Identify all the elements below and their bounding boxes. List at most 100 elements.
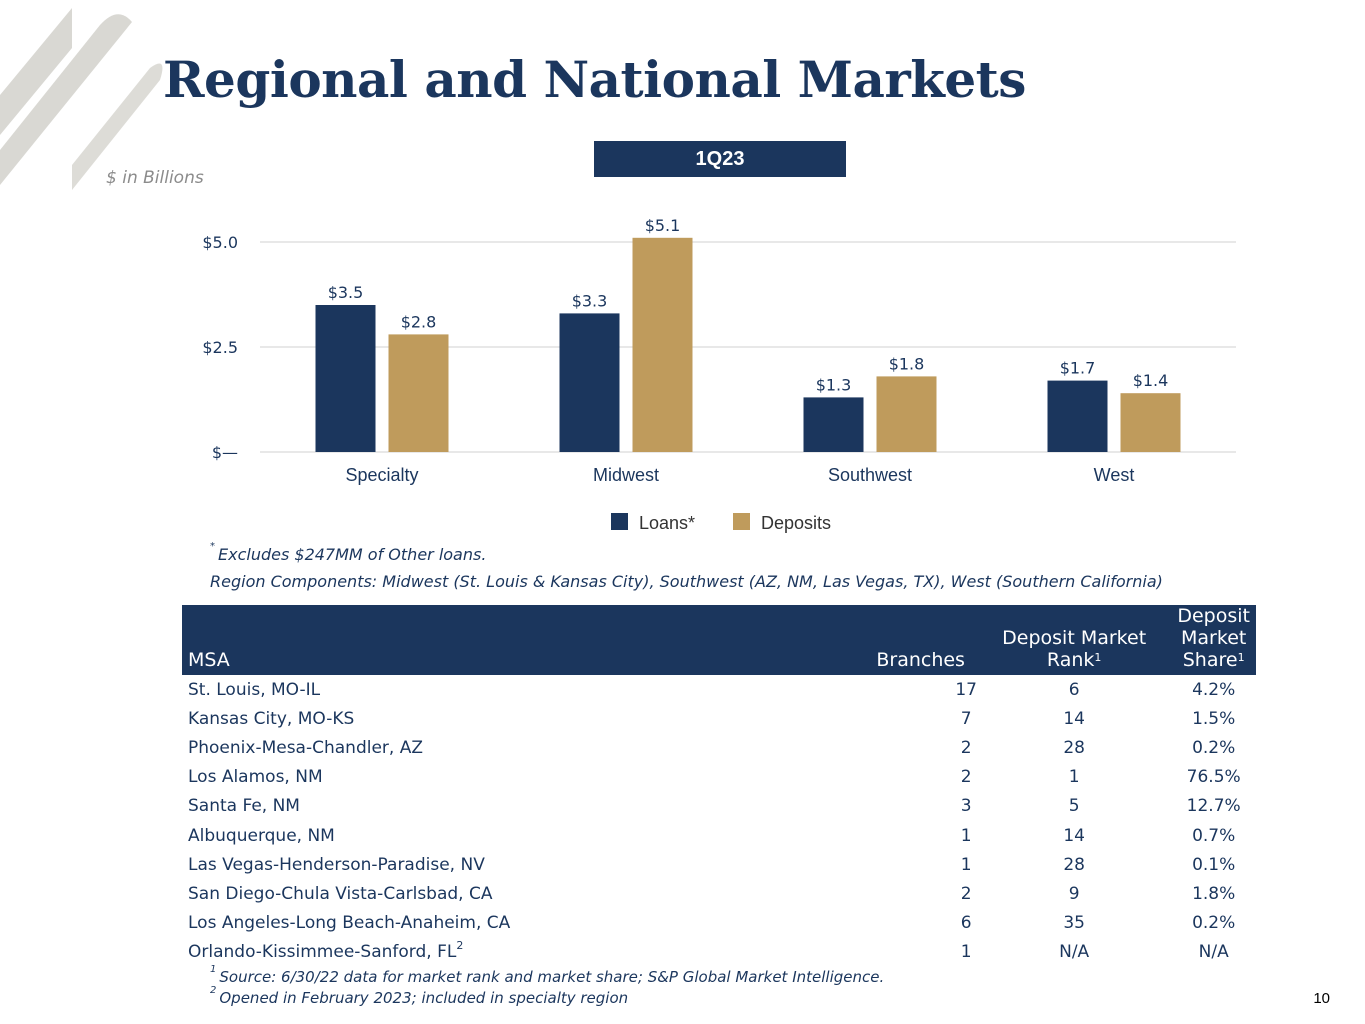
cell-msa: Kansas City, MO-KS [182,704,725,733]
cell-branches-text: 1 [960,825,972,846]
data-label: $1.3 [816,375,852,394]
data-label: $2.8 [401,312,437,331]
header-share-line1: Deposit Market [1177,605,1250,649]
bar-deposits [388,334,449,452]
cell-msa-footnote-mark: 2 [456,939,464,953]
cell-rank-text: 1 [1068,767,1080,788]
cell-rank-text: 14 [1063,825,1085,846]
legend-label: Loans* [639,513,695,533]
cell-rank: 9 [977,879,1171,908]
cell-share: 0.2% [1171,733,1256,762]
cell-rank-text: N/A [1059,942,1090,963]
bar-chart: $— $2.5 $5.0 $3.5 $2.8 Specialty $3.3 $5.1 Midwe… [202,216,1236,533]
category-label: Midwest [593,465,659,485]
cell-msa-text: Los Angeles-Long Beach-Anaheim, CA [188,913,511,934]
cell-share: 1.5% [1171,704,1256,733]
table-row: Los Alamos, NM 2 1 76.5% [182,763,1256,792]
footnote-1: 1 Source: 6/30/22 data for market rank an… [210,964,885,986]
cell-msa: Los Alamos, NM [182,763,725,792]
cell-rank: N/A [977,938,1171,967]
cell-msa-text: Phoenix-Mesa-Chandler, AZ [188,737,423,758]
cell-msa: Santa Fe, NM [182,792,725,821]
period-badge: 1Q23 [594,141,846,177]
table-body: St. Louis, MO-IL 17 6 4.2% Kansas City, MO-K… [182,675,1256,967]
header-rank-line2: Rank [1046,649,1095,671]
cell-branches: 1 [725,938,977,967]
bar-loans [1047,380,1108,452]
cell-rank: 35 [977,909,1171,938]
excludes-text: Excludes $247MM of Other loans. [218,545,487,564]
cell-share-text: 0.2% [1192,737,1236,758]
bar-loans [315,305,376,452]
bar-deposits [632,237,693,452]
cell-branches-text: 2 [960,737,972,758]
cell-rank-text: 14 [1063,708,1085,729]
header-share: Deposit Market Share1 [1171,605,1256,675]
msa-table: MSA Branches Deposit Market Rank1 Deposi… [182,605,1256,967]
category-label: Southwest [828,465,912,485]
cell-share-text: 76.5% [1186,767,1241,788]
cell-share-text: 1.8% [1192,883,1236,904]
table-row: Santa Fe, NM 3 5 12.7% [182,792,1256,821]
header-rank-sup: 1 [1094,651,1102,664]
y-tick-label: $— [212,443,238,462]
logo-stripe [0,8,72,135]
bar-loans [803,397,864,452]
cell-branches: 2 [725,733,977,762]
cell-share-text: 0.1% [1192,854,1236,875]
table-row: Los Angeles-Long Beach-Anaheim, CA 6 35 0.2… [182,909,1256,938]
cell-msa: Los Angeles-Long Beach-Anaheim, CA [182,909,725,938]
cell-share-text: 0.2% [1192,913,1236,934]
cell-branches: 7 [725,704,977,733]
data-label: $3.5 [328,283,364,302]
header-rank: Deposit Market Rank1 [976,605,1172,675]
company-logo [0,8,163,190]
cell-branches-text: 17 [955,679,977,700]
cell-share-text: 1.5% [1192,708,1236,729]
cell-msa-text: Los Alamos, NM [188,767,323,788]
cell-rank-text: 35 [1063,913,1085,934]
legend-label: Deposits [761,513,831,533]
table-row: Orlando-Kissimmee-Sanford, FL2 1 N/A N/A [182,938,1256,967]
table-row: Albuquerque, NM 1 14 0.7% [182,821,1256,850]
header-share-line2: Share [1182,649,1238,671]
regions-note: Region Components: Midwest (St. Louis & … [210,572,1163,591]
cell-share: N/A [1171,938,1256,967]
cell-share: 76.5% [1171,763,1256,792]
cell-msa-text: Kansas City, MO-KS [188,708,355,729]
cell-rank: 5 [977,792,1171,821]
cell-branches-text: 3 [960,796,972,817]
cell-branches: 2 [725,763,977,792]
table-header-row: MSA Branches Deposit Market Rank1 Deposi… [182,605,1256,675]
cell-branches-text: 1 [960,942,972,963]
data-label: $1.4 [1133,371,1169,390]
cell-share: 0.7% [1171,821,1256,850]
cell-share-text: 12.7% [1186,796,1241,817]
cell-msa-text: Orlando-Kissimmee-Sanford, FL [188,942,457,963]
footnote-2-mark: 2 [210,985,217,996]
data-label: $3.3 [572,291,608,310]
logo-stripe [0,14,132,185]
cell-rank: 14 [977,821,1171,850]
footnote-1-mark: 1 [210,964,217,975]
cell-rank-text: 28 [1063,737,1085,758]
bar-deposits [1120,393,1181,452]
cell-branches-text: 7 [960,708,972,729]
category-label: Specialty [345,465,418,485]
table-row: Las Vegas-Henderson-Paradise, NV 1 28 0.1% [182,850,1256,879]
y-tick-label: $2.5 [202,338,238,357]
cell-rank-text: 5 [1068,796,1080,817]
cell-rank: 1 [977,763,1171,792]
data-label: $5.1 [645,216,681,235]
cell-share: 0.1% [1171,850,1256,879]
table-row: San Diego-Chula Vista-Carlsbad, CA 2 9 1.8% [182,879,1256,908]
bar-loans [559,313,620,452]
logo-stripe [72,63,163,190]
cell-msa: Orlando-Kissimmee-Sanford, FL2 [182,938,725,967]
cell-branches: 1 [725,850,977,879]
category-label: West [1094,465,1135,485]
cell-msa-text: Las Vegas-Henderson-Paradise, NV [188,854,485,875]
cell-msa: St. Louis, MO-IL [182,675,725,704]
footnote-1-text: Source: 6/30/22 data for market rank and… [219,968,885,986]
cell-msa: Albuquerque, NM [182,821,725,850]
